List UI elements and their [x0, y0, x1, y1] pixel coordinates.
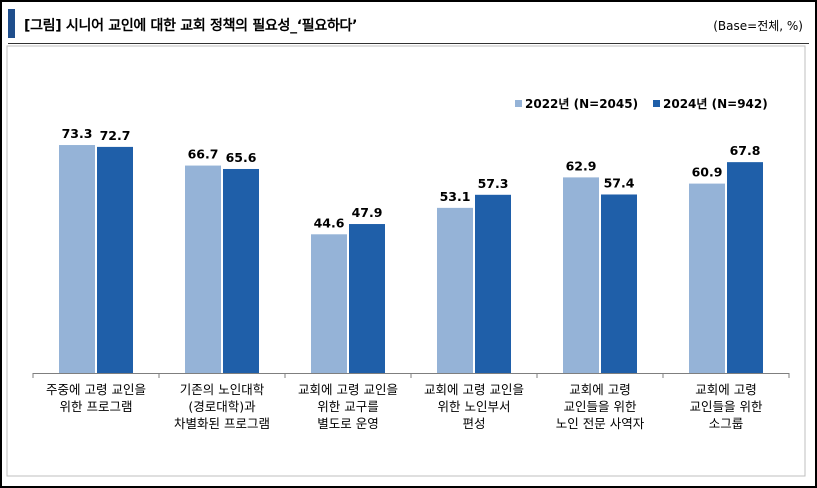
base-note: (Base=전체, %) — [713, 19, 803, 33]
bar — [223, 168, 259, 373]
data-label: 62.9 — [566, 158, 597, 173]
legend-label: 2024년 (N=942) — [663, 97, 768, 111]
bar — [349, 224, 385, 373]
bar — [601, 194, 637, 373]
category-tick-label: 교인들을 위한 — [690, 399, 763, 414]
bar — [727, 162, 763, 373]
category-tick-label: (경로대학)과 — [188, 399, 256, 414]
data-label: 60.9 — [692, 165, 723, 180]
figure-title: [그림] 시니어 교인에 대한 교회 정책의 필요성_‘필요하다’ — [24, 18, 358, 34]
category-tick-label: 교인들을 위한 — [564, 399, 637, 414]
legend-swatch — [515, 100, 522, 107]
legend-swatch — [653, 100, 660, 107]
data-label: 47.9 — [352, 205, 383, 220]
bar — [475, 194, 511, 373]
data-label: 73.3 — [62, 126, 93, 141]
bar — [185, 165, 221, 373]
bar — [311, 234, 347, 373]
legend-label: 2022년 (N=2045) — [525, 97, 638, 111]
plot-area-border — [6, 45, 806, 477]
data-label: 72.7 — [100, 128, 131, 143]
category-tick-label: 교회에 고령 — [695, 382, 756, 397]
category-tick-label: 별도로 운영 — [317, 416, 378, 431]
category-tick-label: 위한 교구를 — [317, 399, 378, 414]
category-tick-label: 위한 노인부서 — [438, 399, 511, 414]
bar — [689, 183, 725, 373]
category-tick-label: 편성 — [462, 416, 485, 431]
header-divider — [8, 43, 809, 44]
bar — [97, 146, 133, 373]
bar — [59, 145, 95, 373]
data-label: 57.4 — [604, 175, 635, 190]
bar — [563, 177, 599, 373]
title-accent-bar — [8, 9, 15, 38]
data-label: 53.1 — [440, 189, 471, 204]
data-label: 57.3 — [478, 176, 509, 191]
category-tick-label: 교회에 고령 교인을 — [424, 382, 524, 397]
category-tick-label: 교회에 고령 — [569, 382, 630, 397]
data-label: 65.6 — [226, 150, 257, 165]
data-label: 44.6 — [314, 215, 345, 230]
data-label: 66.7 — [188, 147, 219, 162]
category-tick-label: 주중에 고령 교인을 — [46, 382, 146, 397]
category-tick-label: 교회에 고령 교인을 — [298, 382, 398, 397]
data-label: 67.8 — [730, 143, 761, 158]
category-tick-label: 기존의 노인대학 — [180, 382, 265, 397]
bar — [437, 207, 473, 373]
category-tick-label: 소그룹 — [709, 416, 744, 431]
category-tick-label: 위한 프로그램 — [60, 399, 133, 414]
category-tick-label: 노인 전문 사역자 — [556, 416, 645, 431]
category-tick-label: 차별화된 프로그램 — [174, 416, 270, 431]
